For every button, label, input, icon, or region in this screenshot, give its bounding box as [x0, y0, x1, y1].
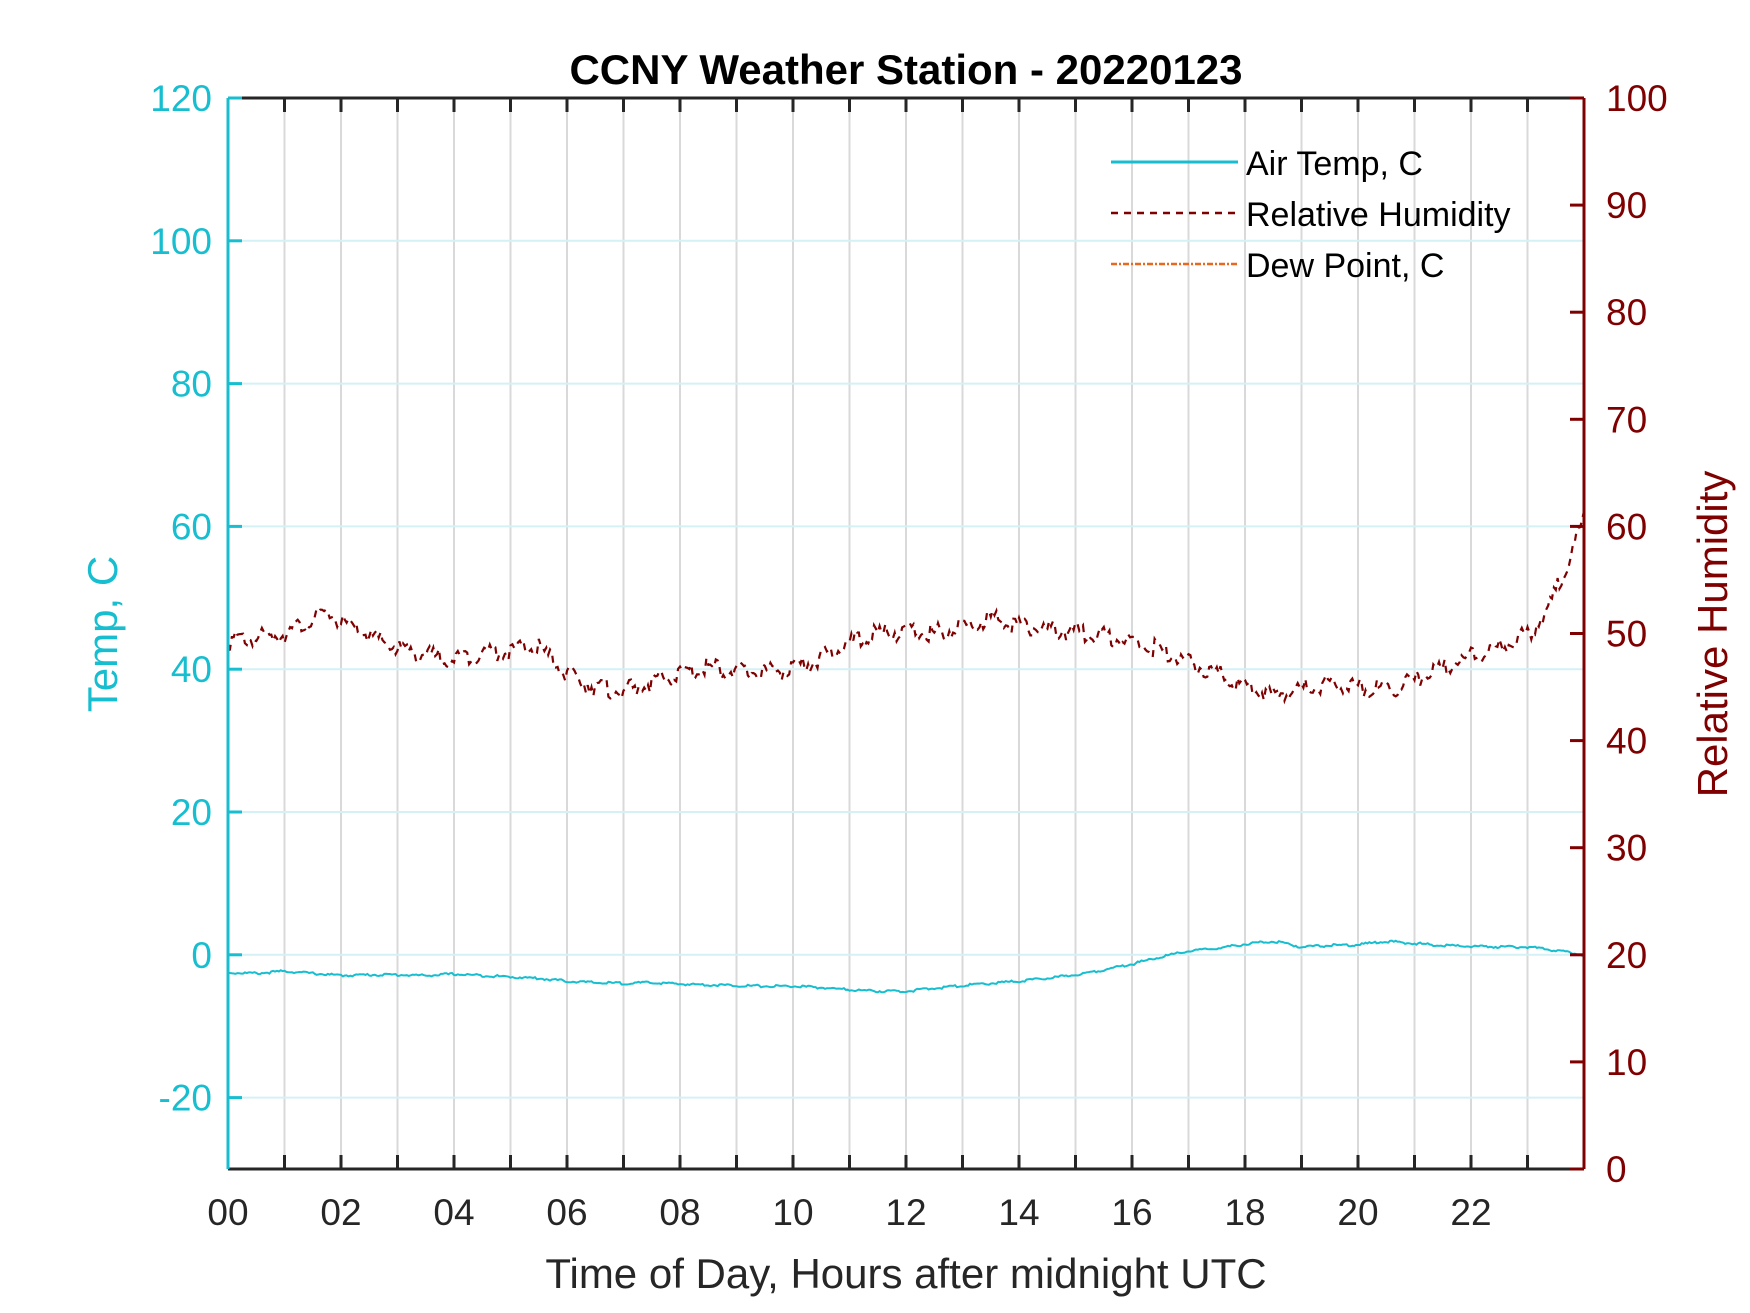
- y-right-tick-label: 80: [1606, 292, 1647, 333]
- x-tick-label: 10: [772, 1192, 813, 1233]
- x-tick-label: 08: [659, 1192, 700, 1233]
- x-tick-label: 16: [1111, 1192, 1152, 1233]
- series-line-air-temp-c: [227, 939, 1584, 994]
- y-right-tick-label: 40: [1606, 721, 1647, 762]
- x-tick-label: 00: [207, 1192, 248, 1233]
- x-tick-label: 20: [1337, 1192, 1378, 1233]
- x-tick-label: 04: [433, 1192, 474, 1233]
- legend-label-dew-point: Dew Point, C: [1246, 247, 1444, 285]
- x-tick-label: 18: [1224, 1192, 1265, 1233]
- y-right-tick-label: 30: [1606, 828, 1647, 869]
- y-right-tick-label: 90: [1606, 185, 1647, 226]
- y-right-tick-label: 10: [1606, 1042, 1647, 1083]
- chart-title: CCNY Weather Station - 20220123: [569, 46, 1242, 93]
- y-right-tick-label: 60: [1606, 506, 1647, 547]
- y-gridlines: [228, 239, 1584, 1099]
- x-tick-label: 06: [546, 1192, 587, 1233]
- y-right-tick-label: 20: [1606, 935, 1647, 976]
- y-axis-left-label: Temp, C: [79, 556, 126, 712]
- y-left-tick-label: 60: [171, 506, 212, 547]
- legend: Air Temp, C Relative Humidity Dew Point,…: [1111, 145, 1511, 285]
- y-left-tick-label: 0: [191, 935, 212, 976]
- axes-layer: [226, 96, 1586, 1171]
- y-right-tick-label: 100: [1606, 78, 1668, 119]
- tick-labels: 00 02 04 06 08 10 12 14 16 18 20 22-200204060801001…: [150, 78, 1667, 1233]
- y-right-tick-label: 50: [1606, 614, 1647, 655]
- x-tick-label: 22: [1450, 1192, 1491, 1233]
- y-left-tick-label: 40: [171, 649, 212, 690]
- series-line-relative-humidity: [227, 510, 1586, 705]
- legend-label-relative-humidity: Relative Humidity: [1246, 196, 1511, 234]
- y-left-tick-label: -20: [159, 1078, 212, 1119]
- y-left-tick-label: 80: [171, 364, 212, 405]
- y-left-tick-label: 100: [150, 221, 212, 262]
- y-left-tick-label: 20: [171, 792, 212, 833]
- x-tick-label: 02: [320, 1192, 361, 1233]
- y-axis-right-label: Relative Humidity: [1689, 471, 1736, 798]
- y-right-tick-label: 70: [1606, 399, 1647, 440]
- x-tick-label: 12: [885, 1192, 926, 1233]
- y-left-tick-label: 120: [150, 78, 212, 119]
- x-tick-label: 14: [998, 1192, 1039, 1233]
- series-layer: [227, 510, 1586, 994]
- legend-label-air-temp: Air Temp, C: [1246, 145, 1423, 183]
- y-right-tick-label: 0: [1606, 1149, 1627, 1190]
- x-axis-label: Time of Day, Hours after midnight UTC: [545, 1250, 1266, 1297]
